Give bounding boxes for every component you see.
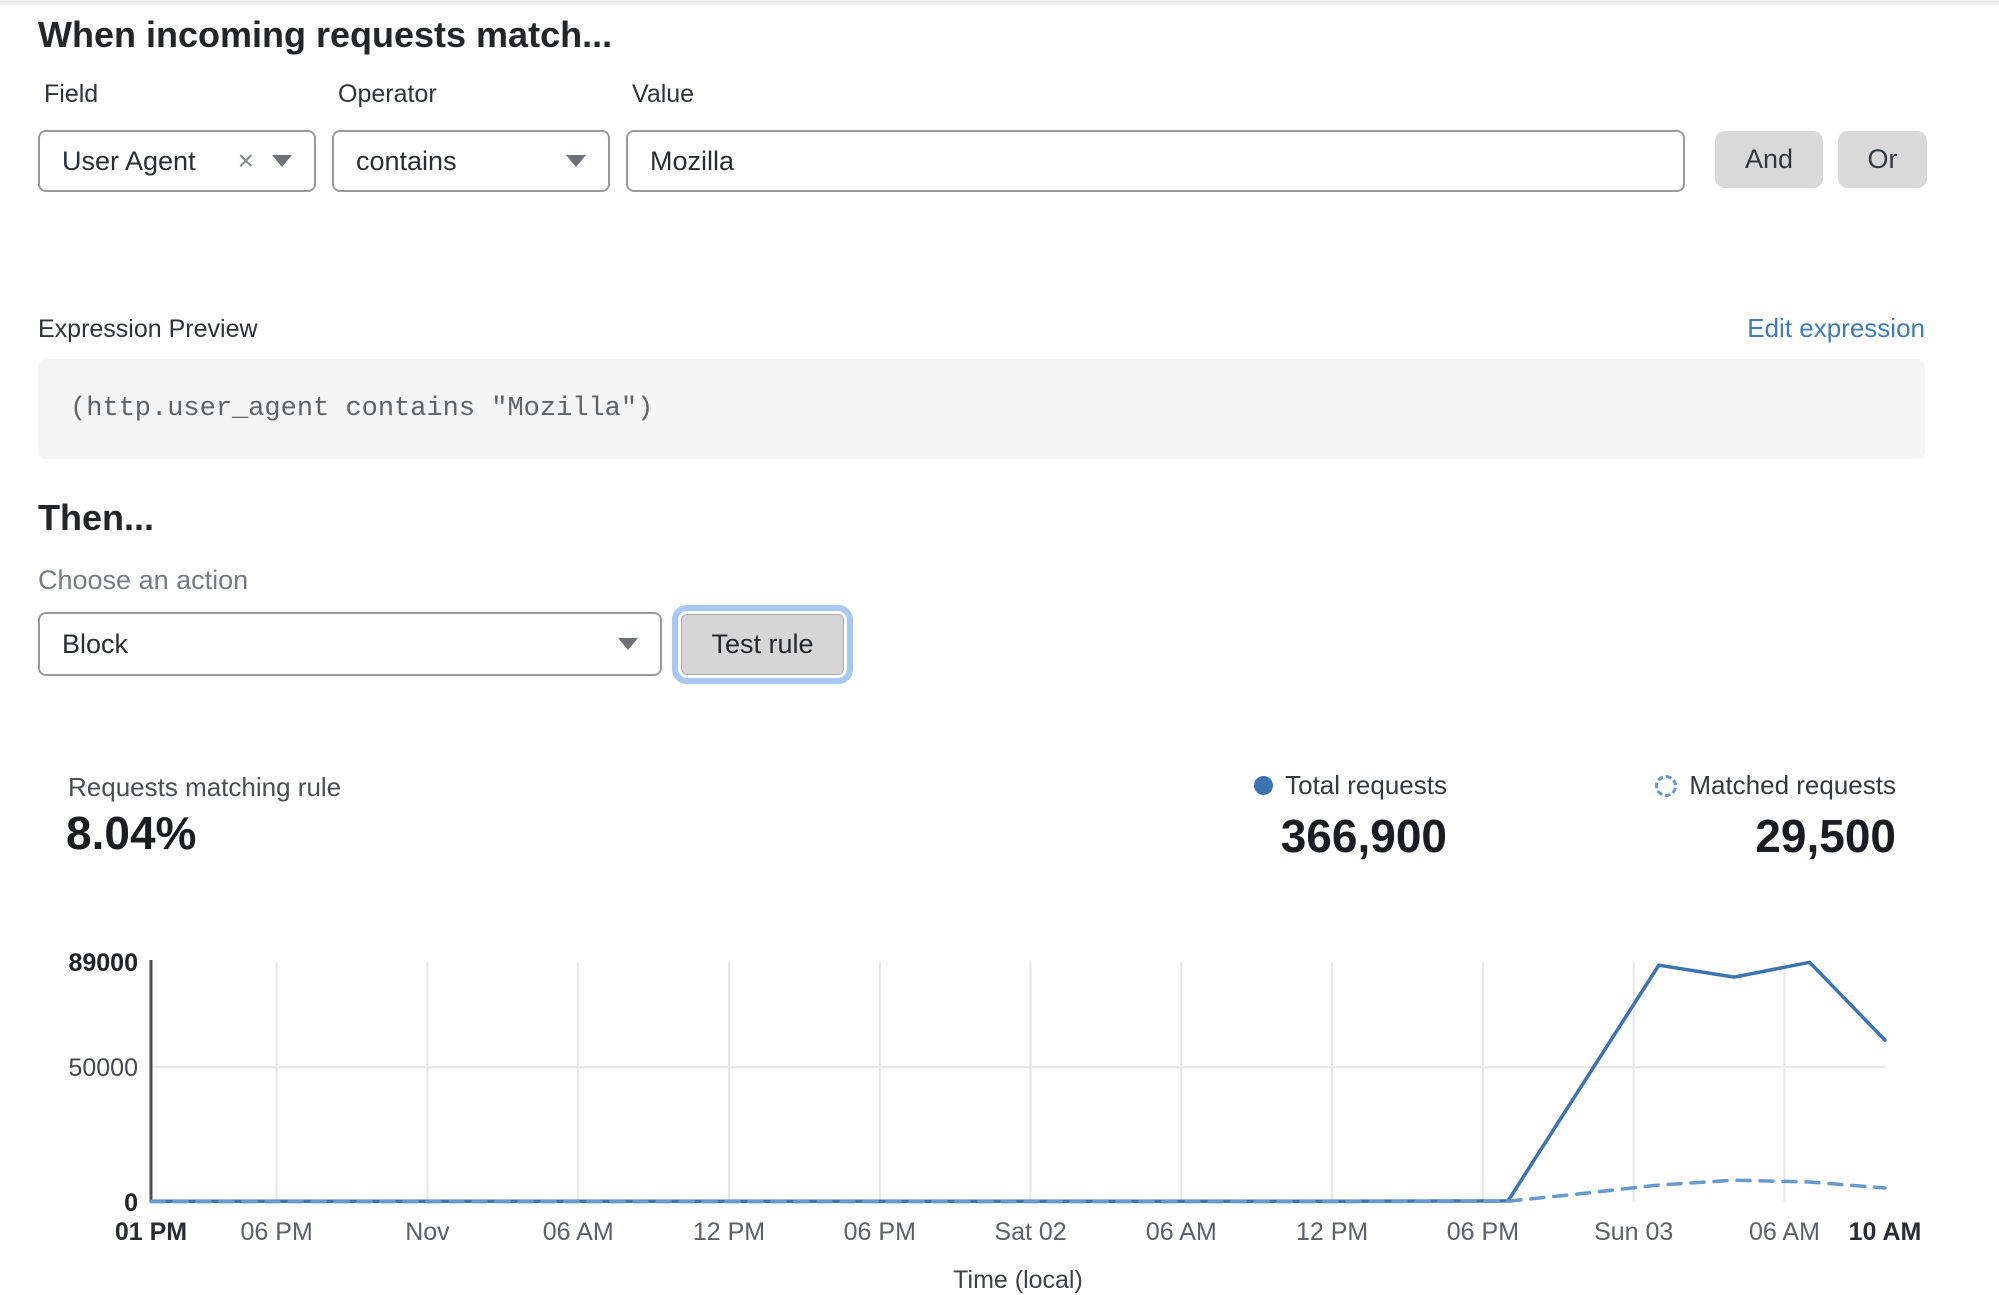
section-title-when: When incoming requests match... (38, 14, 613, 55)
matched-requests-marker-icon (1655, 774, 1678, 797)
svg-text:06 AM: 06 AM (1749, 1218, 1820, 1246)
total-requests-stat: Total requests 366,900 (1254, 770, 1447, 863)
chevron-down-icon (272, 155, 292, 167)
test-rule-button[interactable]: Test rule (681, 614, 844, 675)
total-requests-label: Total requests (1285, 770, 1447, 800)
svg-text:06 PM: 06 PM (1447, 1218, 1519, 1246)
and-button[interactable]: And (1715, 131, 1823, 188)
requests-matching-value: 8.04% (66, 807, 197, 859)
expression-preview-box: (http.user_agent contains "Mozilla") (38, 359, 1925, 459)
requests-time-series-chart: 0 50000 89000 01 PM 06 PM Nov 06 AM 12 PM 06 PM S… (68, 949, 1922, 1294)
svg-text:Nov: Nov (405, 1218, 450, 1246)
svg-text:10 AM: 10 AM (1849, 1218, 1922, 1246)
action-select[interactable]: Block (38, 612, 662, 676)
matched-requests-legend[interactable]: Matched requests (1655, 770, 1896, 801)
svg-text:89000: 89000 (68, 949, 138, 977)
clear-field-icon[interactable]: × (237, 145, 254, 176)
svg-text:06 AM: 06 AM (1146, 1218, 1217, 1246)
svg-text:06 PM: 06 PM (241, 1218, 313, 1246)
operator-select-value: contains (356, 145, 457, 176)
field-label: Field (44, 80, 99, 108)
svg-text:06 PM: 06 PM (844, 1218, 916, 1246)
expression-preview-label: Expression Preview (38, 315, 258, 343)
chevron-down-icon (566, 155, 586, 167)
matched-requests-value: 29,500 (1755, 810, 1896, 862)
svg-text:12 PM: 12 PM (693, 1218, 765, 1246)
choose-action-label: Choose an action (38, 565, 249, 595)
svg-text:01 PM: 01 PM (115, 1218, 187, 1246)
value-input[interactable] (626, 130, 1685, 192)
svg-text:0: 0 (124, 1189, 138, 1217)
chevron-down-icon (618, 638, 638, 650)
field-select[interactable]: User Agent × (38, 130, 316, 192)
action-select-value: Block (62, 628, 129, 659)
expression-code: (http.user_agent contains "Mozilla") (70, 394, 654, 424)
value-label: Value (632, 80, 695, 108)
svg-text:Time (local): Time (local) (953, 1266, 1083, 1294)
svg-text:50000: 50000 (68, 1054, 138, 1082)
or-button[interactable]: Or (1838, 131, 1927, 188)
svg-text:Sat 02: Sat 02 (994, 1218, 1066, 1246)
svg-text:06 AM: 06 AM (543, 1218, 614, 1246)
field-select-value: User Agent (62, 145, 196, 176)
svg-text:Sun 03: Sun 03 (1594, 1218, 1673, 1246)
operator-label: Operator (338, 80, 437, 108)
matched-requests-stat: Matched requests 29,500 (1655, 770, 1896, 863)
total-requests-legend[interactable]: Total requests (1254, 770, 1447, 801)
operator-select[interactable]: contains (332, 130, 610, 192)
edit-expression-link[interactable]: Edit expression (1747, 313, 1925, 343)
svg-text:12 PM: 12 PM (1296, 1218, 1368, 1246)
section-title-then: Then... (38, 497, 154, 538)
total-requests-marker-icon (1254, 776, 1274, 795)
total-requests-value: 366,900 (1280, 810, 1447, 862)
top-border (0, 0, 1999, 5)
matched-requests-label: Matched requests (1689, 770, 1896, 800)
requests-matching-label: Requests matching rule (68, 772, 342, 802)
